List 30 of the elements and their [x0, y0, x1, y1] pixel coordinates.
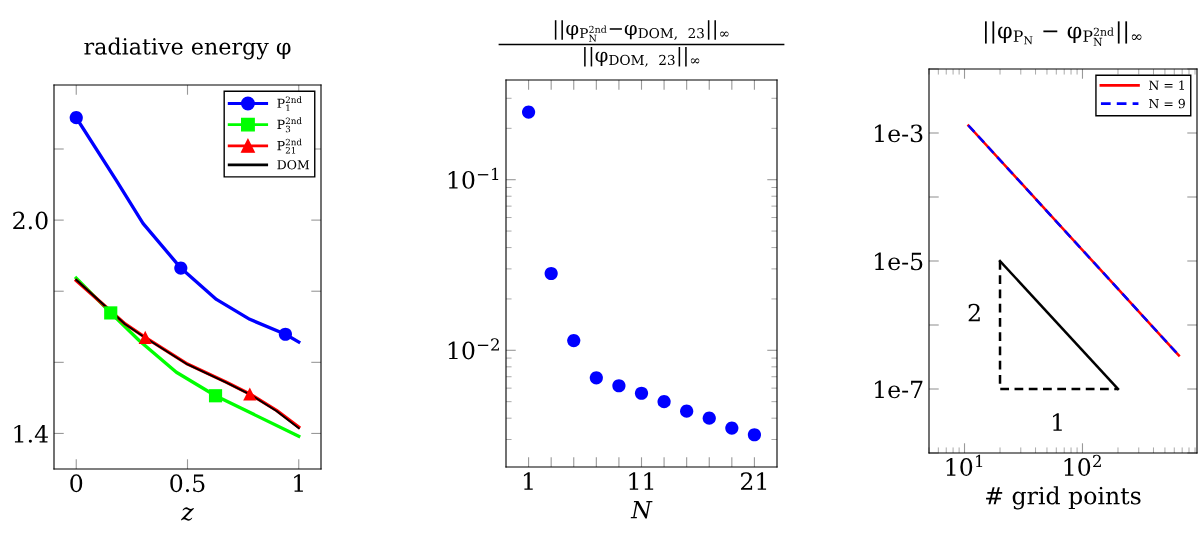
legend-label: DOM: [277, 159, 310, 170]
y-tick-label: 1e-3: [875, 124, 923, 143]
x-tick-label: 0: [70, 474, 83, 493]
y-tick-label: 1e-7: [875, 380, 923, 399]
legend-label: N = 9: [1149, 98, 1185, 109]
x-tick-label: 1: [294, 474, 303, 492]
chart-subtitle: ||φ$_{DOM, 23}$||$_{∞}$: [584, 47, 700, 67]
x-axis-title: N: [630, 500, 653, 519]
x-tick-label: 10$^{1}$: [946, 454, 983, 476]
chart-title: ||φ$_{P}$$^{2nd}$$_{N}$−φ$_{DOM, 23}$||$_{∞}$: [554, 20, 729, 42]
y-tick-label: 10$^{−2}$: [448, 338, 499, 360]
x-tick-label: 0.5: [170, 474, 205, 493]
x-tick-label: 1: [523, 472, 533, 490]
chart-title: radiative energy φ: [84, 37, 291, 60]
x-tick-label: 21: [741, 472, 767, 490]
chart-title: ||φ$_{PN}$ − φ$_{P}$$^{2nd}$$_{N}$||$_{∞}$: [984, 21, 1142, 46]
y-tick-label: 1e-5: [875, 252, 923, 271]
legend-label: N = 1: [1149, 80, 1184, 90]
x-axis-title: # grid points: [986, 486, 1141, 510]
annotation: 2: [968, 303, 980, 322]
legend-label: P$^{2nd}$$_{21}$: [277, 138, 302, 154]
legend-label: P$^{2nd}$$_{3}$: [277, 117, 302, 133]
x-axis-title: z: [181, 507, 194, 521]
x-tick-label: 11: [629, 472, 654, 490]
x-tick-label: 10$^{2}$: [1064, 454, 1101, 476]
y-tick-label: 2.0: [13, 211, 48, 230]
legend-label: P$^{2nd}$$_{1}$: [277, 96, 302, 112]
y-tick-label: 10$^{−1}$: [448, 167, 499, 189]
annotation: 1: [1053, 413, 1062, 431]
y-tick-label: 1.4: [14, 424, 48, 443]
